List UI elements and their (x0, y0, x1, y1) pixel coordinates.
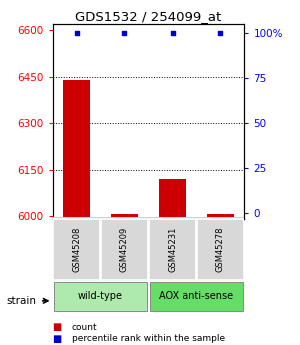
Bar (63, 80, 90, 219)
Text: wild-type: wild-type (78, 291, 123, 301)
Point (74, 30, 79, 36)
Bar (207, 215, 234, 219)
Bar (111, 215, 138, 219)
Point (122, 30, 127, 36)
Text: ■: ■ (52, 334, 62, 344)
Text: AOX anti-sense: AOX anti-sense (159, 291, 234, 301)
Bar (149, 219, 196, 280)
Title: GDS1532 / 254099_at: GDS1532 / 254099_at (75, 10, 222, 23)
Bar (197, 219, 244, 280)
Bar (54, 282, 147, 310)
Bar (159, 179, 186, 219)
Text: GSM45278: GSM45278 (216, 227, 225, 272)
Point (170, 30, 175, 36)
Point (218, 30, 223, 36)
Text: GSM45209: GSM45209 (120, 227, 129, 272)
Text: strain: strain (6, 296, 36, 306)
Bar (101, 219, 148, 280)
Text: GSM45208: GSM45208 (72, 227, 81, 272)
Text: count: count (72, 323, 98, 332)
Bar (53, 219, 100, 280)
Bar (150, 282, 243, 310)
Text: GSM45231: GSM45231 (168, 227, 177, 272)
Text: percentile rank within the sample: percentile rank within the sample (72, 334, 225, 343)
Text: ■: ■ (52, 322, 62, 332)
